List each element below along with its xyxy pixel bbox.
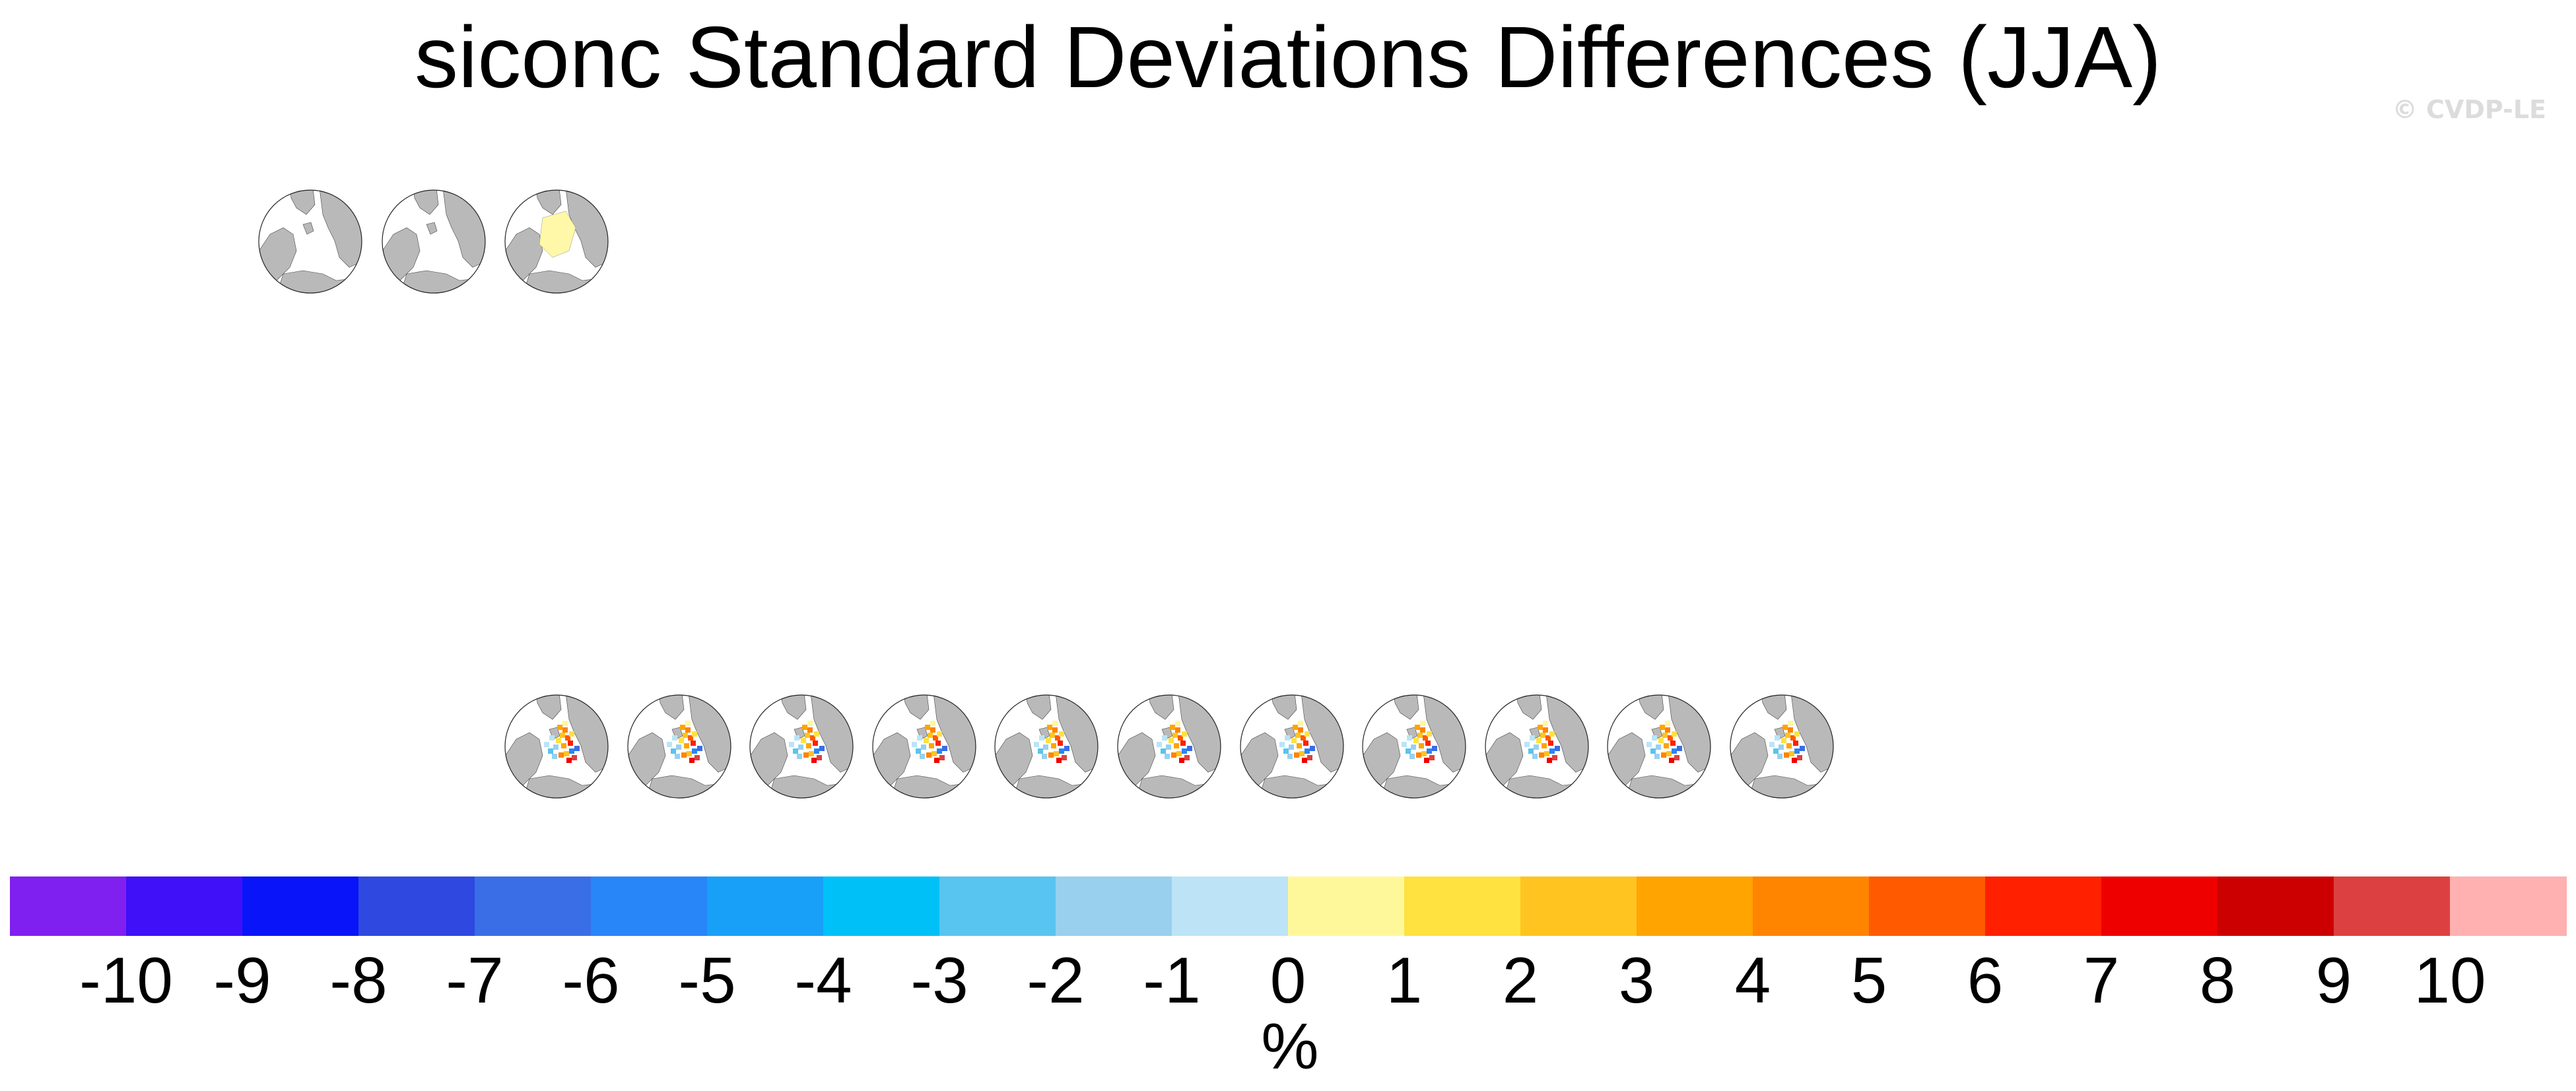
watermark: © CVDP-LE [2392, 95, 2546, 124]
colorbar-tick-label: 8 [2199, 944, 2236, 1016]
map-panel [1481, 680, 1593, 812]
map-panel [868, 680, 980, 812]
colorbar-tick-label: 0 [1270, 944, 1306, 1016]
colorbar-tick-label: -8 [329, 944, 388, 1016]
colorbar-tick-label: 9 [2315, 944, 2352, 1016]
polar-map [1730, 694, 1834, 799]
colorbar-swatch [1753, 876, 1870, 936]
colorbar-tick-label: 6 [1967, 944, 2004, 1016]
colorbar-swatch [1637, 876, 1753, 936]
colorbar-swatch [707, 876, 824, 936]
colorbar-tick-label: 3 [1618, 944, 1655, 1016]
colorbar-tick-label: 1 [1386, 944, 1423, 1016]
polar-map [1117, 694, 1221, 799]
colorbar-tick-label: -10 [79, 944, 173, 1016]
colorbar-tick-label: -5 [678, 944, 736, 1016]
colorbar-swatch [591, 876, 708, 936]
colorbar-swatch [1056, 876, 1172, 936]
polar-map [382, 189, 486, 294]
colorbar-tick-label: -2 [1027, 944, 1085, 1016]
polar-map [504, 694, 609, 799]
colorbar-swatch [1869, 876, 1986, 936]
colorbar-tick-label: -1 [1143, 944, 1201, 1016]
colorbar-tick-label: -3 [910, 944, 968, 1016]
map-panel [1726, 680, 1838, 812]
polar-map [627, 694, 731, 799]
colorbar-tick-label: -7 [446, 944, 504, 1016]
colorbar-tick-label: 5 [1850, 944, 1887, 1016]
colorbar [10, 876, 2567, 936]
map-panel [745, 680, 858, 812]
map-panel [500, 680, 613, 812]
colorbar-units: % [1261, 1010, 1319, 1082]
colorbar-swatch [2334, 876, 2451, 936]
colorbar-swatch [10, 876, 127, 936]
map-panel [623, 680, 735, 812]
colorbar-swatch [2450, 876, 2567, 936]
polar-map [1607, 694, 1711, 799]
colorbar-tick-label: 4 [1734, 944, 1771, 1016]
map-panel [1603, 680, 1715, 812]
colorbar-swatch [126, 876, 243, 936]
polar-map [1485, 694, 1589, 799]
colorbar-swatch [242, 876, 359, 936]
map-panel [1113, 680, 1225, 812]
map-panel [500, 175, 613, 307]
colorbar-swatch [2101, 876, 2218, 936]
colorbar-swatch [1172, 876, 1289, 936]
map-panel [378, 175, 490, 307]
colorbar-tick-label: -6 [562, 944, 620, 1016]
colorbar-swatch [1404, 876, 1521, 936]
colorbar-tick-label: -4 [794, 944, 852, 1016]
map-panel [1358, 680, 1470, 812]
colorbar-swatch [1985, 876, 2102, 936]
colorbar-swatch [939, 876, 1056, 936]
colorbar-tick-label: 10 [2414, 944, 2486, 1016]
polar-map [994, 694, 1099, 799]
polar-map [504, 189, 609, 294]
polar-map [749, 694, 854, 799]
colorbar-swatch [823, 876, 940, 936]
colorbar-swatch [1520, 876, 1637, 936]
colorbar-tick-label: -9 [213, 944, 271, 1016]
colorbar-tick-label: 7 [2083, 944, 2120, 1016]
map-panel [254, 175, 366, 307]
polar-map [1362, 694, 1466, 799]
colorbar-swatch [2218, 876, 2334, 936]
map-panel [1236, 680, 1348, 812]
polar-map [872, 694, 976, 799]
colorbar-swatch [475, 876, 592, 936]
polar-map [258, 189, 362, 294]
map-panel [990, 680, 1102, 812]
figure-title: siconc Standard Deviations Differences (… [414, 9, 2162, 106]
colorbar-swatch [358, 876, 475, 936]
colorbar-tick-label: 2 [1502, 944, 1539, 1016]
polar-map [1239, 694, 1344, 799]
colorbar-swatch [1288, 876, 1405, 936]
